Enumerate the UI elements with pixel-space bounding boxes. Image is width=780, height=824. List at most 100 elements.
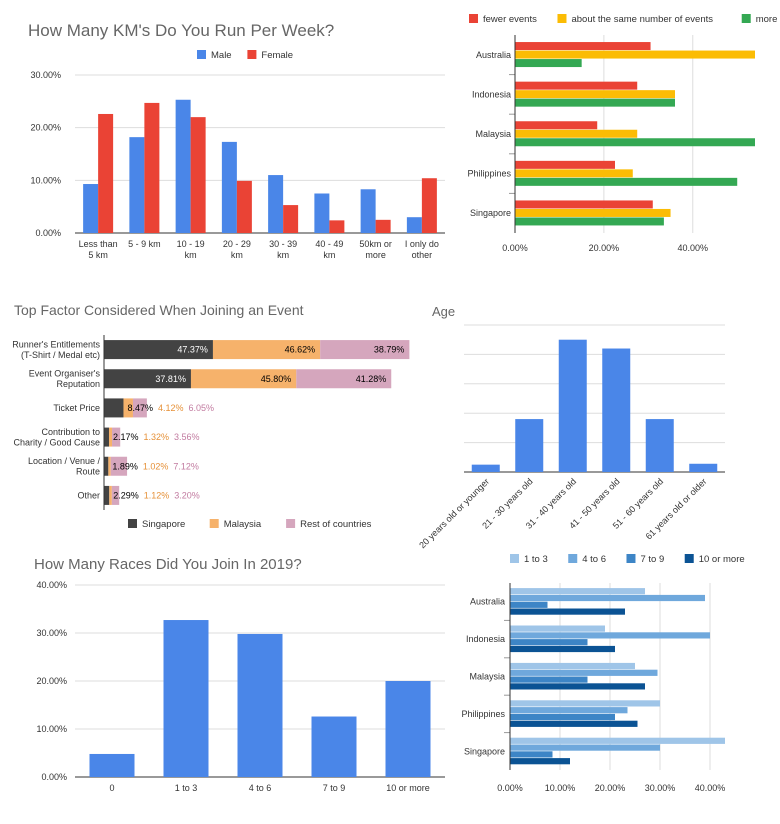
bar-fewer: [515, 121, 598, 130]
legend-swatch: [684, 554, 694, 563]
bar-more: [515, 59, 582, 68]
bar-same: [515, 208, 671, 217]
x-tick-label: 0.00%: [497, 783, 523, 793]
bar-more: [515, 177, 738, 186]
legend-label: Male: [211, 50, 232, 61]
bar-rest: [111, 485, 120, 505]
y-tick-label: Reputation: [56, 379, 100, 389]
bar-4to6: [510, 669, 658, 676]
bar-rest: [132, 398, 147, 418]
legend: Singapore Malaysia Rest of countries: [128, 519, 372, 530]
bar-malaysia: [190, 369, 297, 389]
bar-rest: [112, 427, 121, 447]
legend-swatch: [247, 50, 257, 59]
bar-more: [515, 138, 755, 147]
bar-age: [602, 348, 631, 472]
bar-singapore: [104, 398, 124, 418]
x-tick-label: km: [231, 250, 243, 260]
x-tick-label: 20 - 29: [223, 239, 251, 249]
data-label: 2.29%: [113, 490, 139, 500]
legend-label: Singapore: [142, 519, 185, 530]
bar-4to6: [510, 594, 705, 602]
x-tick-label: more: [365, 250, 386, 260]
legend-label: 7 to 9: [640, 554, 664, 565]
y-tick-label: Other: [77, 490, 100, 500]
legend-label: Female: [261, 50, 293, 61]
legend-swatch: [469, 14, 478, 23]
legend-swatch: [128, 519, 137, 528]
bar-singapore: [104, 456, 109, 476]
y-tick-label: Indonesia: [466, 634, 505, 644]
x-tick-label: km: [277, 250, 289, 260]
bar-male: [175, 99, 191, 234]
chart-title: How Many KM's Do You Run Per Week?: [28, 21, 334, 40]
legend-label: more events: [756, 14, 780, 25]
y-tick-label: Contribution to: [41, 427, 100, 437]
data-label: 37.81%: [155, 374, 186, 384]
bar-1to3: [510, 700, 660, 707]
x-tick-label: 4 to 6: [249, 783, 272, 793]
bar-more: [515, 217, 664, 226]
y-tick-label: Event Organiser's: [29, 369, 101, 379]
legend-label: 1 to 3: [524, 554, 548, 565]
bar-female: [236, 180, 252, 233]
events-by-country-chart: fewer events about the same number of eve…: [467, 14, 780, 253]
x-tick-label: 10 or more: [386, 783, 430, 793]
data-label: 6.05%: [188, 403, 214, 413]
data-label: 3.20%: [174, 490, 200, 500]
bar-fewer: [515, 42, 651, 51]
x-tick-label: I only do: [405, 239, 439, 249]
bar-rest: [296, 369, 392, 389]
chart-title: Age: [432, 304, 455, 319]
bar-fewer: [515, 81, 638, 90]
y-tick-label: 0.00%: [35, 228, 61, 238]
y-tick-label: Runner's Entitlements: [12, 339, 100, 349]
bar-10plus: [510, 608, 625, 615]
bar-male: [221, 141, 237, 233]
x-tick-label: 5 - 9 km: [128, 239, 161, 249]
chart-title: How Many Races Did You Join In 2019?: [34, 556, 302, 573]
bar-female: [283, 205, 299, 233]
legend-swatch: [510, 554, 519, 563]
x-tick-label: other: [412, 250, 433, 260]
x-tick-label: 0: [109, 783, 114, 793]
bar-same: [515, 50, 755, 59]
y-tick-label: Australia: [476, 50, 511, 60]
x-tick-label: 30.00%: [645, 783, 676, 793]
km-per-week-chart: How Many KM's Do You Run Per Week? Male Fe…: [28, 21, 445, 260]
y-tick-label: Philippines: [467, 169, 511, 179]
x-tick-label: km: [185, 250, 197, 260]
x-tick-label: Less than: [79, 239, 118, 249]
bar-10plus: [510, 645, 615, 653]
y-tick-label: Indonesia: [472, 89, 511, 99]
data-label: 2.17%: [113, 432, 139, 442]
y-tick-label: (T-Shirt / Medal etc): [21, 350, 100, 360]
bar-4to6: [510, 744, 660, 751]
bar-age: [515, 419, 544, 472]
y-tick-label: 0.00%: [41, 772, 67, 782]
data-label: 45.80%: [261, 374, 292, 384]
x-tick-label: 50km or: [359, 239, 392, 249]
bar-races: [237, 633, 283, 777]
bar-male: [314, 193, 330, 233]
bar-same: [515, 129, 638, 138]
chart-title: Top Factor Considered When Joining an Ev…: [14, 302, 304, 318]
y-tick-label: Australia: [470, 597, 505, 607]
y-tick-label: 30.00%: [30, 70, 61, 80]
bar-races: [311, 716, 357, 777]
y-tick-label: 20.00%: [36, 676, 67, 686]
x-tick-label: 7 to 9: [323, 783, 346, 793]
legend-label: Malaysia: [224, 519, 262, 530]
legend: Male Female: [197, 50, 293, 61]
legend-label: Rest of countries: [300, 519, 372, 530]
legend-label: fewer events: [483, 14, 537, 25]
y-tick-label: 10.00%: [36, 724, 67, 734]
bar-singapore: [104, 340, 213, 360]
data-label: 7.12%: [173, 461, 199, 471]
x-tick-label: 40.00%: [695, 783, 726, 793]
legend-label: about the same number of events: [571, 14, 713, 25]
legend: fewer events about the same number of eve…: [469, 14, 780, 25]
bar-male: [268, 175, 284, 233]
x-tick-label: 20.00%: [595, 783, 626, 793]
